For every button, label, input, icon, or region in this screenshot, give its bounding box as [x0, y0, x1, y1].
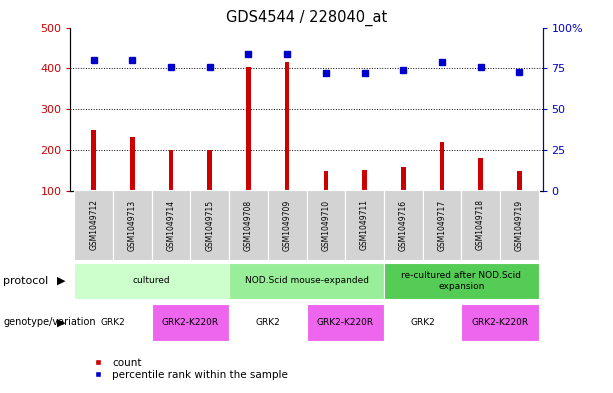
Bar [152, 304, 229, 341]
Bar [74, 190, 113, 260]
Legend: count, percentile rank within the sample: count, percentile rank within the sample [88, 358, 287, 380]
Text: GRK2: GRK2 [410, 318, 435, 327]
Bar [384, 190, 422, 260]
Text: genotype/variation: genotype/variation [3, 317, 96, 327]
Text: GSM1049708: GSM1049708 [244, 199, 253, 251]
Text: GDS4544 / 228040_at: GDS4544 / 228040_at [226, 10, 387, 26]
Text: GSM1049719: GSM1049719 [515, 199, 524, 251]
Text: GSM1049710: GSM1049710 [321, 199, 330, 251]
Text: GSM1049716: GSM1049716 [398, 199, 408, 251]
Bar [478, 158, 483, 191]
Bar [74, 263, 229, 299]
Bar [461, 190, 500, 260]
Text: GSM1049714: GSM1049714 [167, 199, 175, 251]
Bar [229, 304, 306, 341]
Bar [345, 190, 384, 260]
Bar [207, 150, 212, 191]
Bar [191, 190, 229, 260]
Bar [422, 190, 461, 260]
Bar [152, 190, 191, 260]
Text: ▶: ▶ [57, 317, 66, 327]
Text: GSM1049713: GSM1049713 [128, 199, 137, 251]
Bar [384, 263, 539, 299]
Text: GRK2-K220R: GRK2-K220R [317, 318, 374, 327]
Bar [229, 263, 384, 299]
Bar [362, 170, 367, 191]
Bar [517, 171, 522, 191]
Text: GSM1049709: GSM1049709 [283, 199, 292, 251]
Text: cultured: cultured [133, 277, 170, 285]
Bar [401, 167, 406, 191]
Text: GRK2-K220R: GRK2-K220R [162, 318, 219, 327]
Bar [113, 190, 152, 260]
Text: GRK2: GRK2 [256, 318, 280, 327]
Bar [500, 190, 539, 260]
Bar [169, 150, 173, 191]
Text: NOD.Scid mouse-expanded: NOD.Scid mouse-expanded [245, 277, 368, 285]
Text: GSM1049718: GSM1049718 [476, 200, 485, 250]
Bar [74, 304, 152, 341]
Bar [384, 304, 461, 341]
Bar [268, 190, 306, 260]
Bar [130, 137, 135, 191]
Bar [306, 304, 384, 341]
Bar [306, 190, 345, 260]
Text: GSM1049711: GSM1049711 [360, 200, 369, 250]
Text: GSM1049717: GSM1049717 [438, 199, 446, 251]
Bar [440, 143, 444, 191]
Bar [246, 67, 251, 191]
Bar [285, 62, 289, 191]
Bar [229, 190, 268, 260]
Text: re-cultured after NOD.Scid
expansion: re-cultured after NOD.Scid expansion [402, 271, 521, 291]
Text: GSM1049715: GSM1049715 [205, 199, 215, 251]
Bar [461, 304, 539, 341]
Bar [324, 171, 328, 191]
Text: ▶: ▶ [57, 276, 66, 286]
Bar [91, 130, 96, 191]
Text: GRK2-K220R: GRK2-K220R [471, 318, 528, 327]
Text: GSM1049712: GSM1049712 [89, 200, 98, 250]
Text: protocol: protocol [3, 276, 48, 286]
Text: GRK2: GRK2 [101, 318, 126, 327]
